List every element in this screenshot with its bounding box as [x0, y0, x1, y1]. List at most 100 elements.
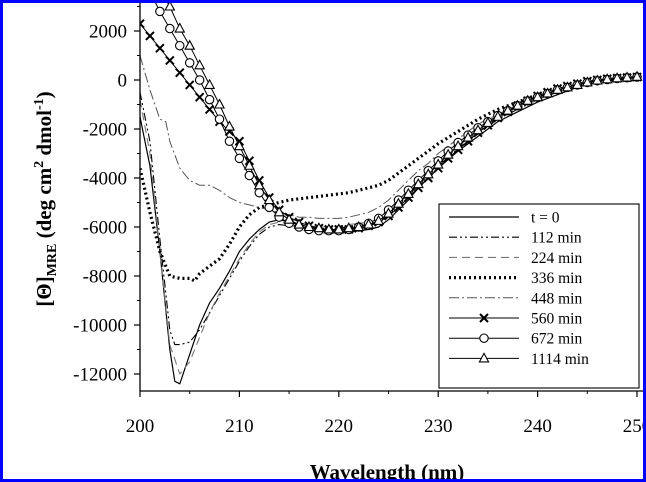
y-tick-label: -4000: [83, 169, 127, 190]
legend-label: 560 min: [531, 311, 582, 328]
legend-marker: [479, 313, 489, 323]
data-point: [542, 87, 554, 98]
legend-label: 336 min: [531, 270, 582, 287]
data-point: [244, 170, 255, 181]
data-point: [432, 158, 444, 169]
x-tick-label: 250: [623, 416, 643, 437]
data-point: [512, 99, 524, 110]
legend-box: [438, 203, 640, 389]
data-point: [343, 222, 355, 233]
data-point: [313, 222, 325, 233]
legend: t = 0 112 min 224 min 336 min 448 min 560 min…: [438, 203, 640, 389]
legend-label: 112 min: [531, 230, 582, 247]
legend-entry: 224 min: [449, 250, 582, 267]
x-axis-title: Wavelength (nm): [310, 460, 465, 479]
data-point: [164, 3, 176, 11]
data-point: [561, 81, 573, 92]
legend-label: 448 min: [531, 290, 582, 307]
data-point: [243, 159, 255, 170]
data-point: [194, 59, 206, 70]
data-point: [522, 94, 534, 105]
data-point: [234, 153, 245, 164]
data-point: [204, 94, 215, 105]
data-point: [233, 139, 245, 151]
data-point: [353, 220, 365, 232]
data-point: [263, 193, 275, 205]
data-point: [204, 78, 216, 89]
data-point: [392, 197, 404, 208]
cd-spectrum-chart: 2000 0 -2000 -4000 -6000 -8000 -10000 -12000 200…: [32, 3, 643, 479]
data-point: [224, 136, 235, 147]
legend-label: 224 min: [531, 250, 582, 267]
data-point: [140, 18, 145, 29]
y-tick-label: -2000: [83, 120, 127, 141]
data-point: [213, 98, 226, 109]
data-point: [214, 114, 225, 124]
x-tick-label: 230: [424, 416, 453, 437]
data-point: [462, 131, 474, 142]
data-point: [165, 55, 175, 66]
y-tick-label: 2000: [89, 22, 127, 43]
series-672-min: [155, 3, 642, 236]
data-point: [184, 80, 195, 90]
series-1114-min: [164, 3, 643, 234]
data-point: [194, 75, 205, 85]
y-tick-label: -8000: [83, 267, 127, 288]
data-point: [581, 76, 593, 87]
data-point: [204, 104, 215, 115]
data-point: [174, 22, 186, 33]
y-tick-label: 0: [118, 71, 128, 92]
series-line: [140, 75, 638, 283]
data-point: [363, 218, 375, 229]
data-point: [382, 207, 395, 218]
y-tick-label: -12000: [73, 365, 127, 386]
data-point: [175, 40, 185, 51]
y-tick-label: -10000: [73, 316, 127, 337]
legend-label: 1114 min: [531, 351, 589, 368]
legend-entry: 1114 min: [449, 351, 589, 368]
x-tick-label: 200: [126, 416, 155, 437]
data-point: [532, 90, 544, 102]
legend-entry: t = 0: [449, 210, 560, 227]
series-560-min: [140, 18, 642, 235]
data-point: [571, 78, 583, 89]
data-point: [165, 23, 175, 34]
data-point: [611, 72, 623, 83]
data-point: [323, 223, 335, 234]
plot-data-layer: [140, 3, 643, 385]
axis-titles: Wavelength (nm) [Θ]MRE (deg cm2 dmol-1): [32, 91, 464, 479]
data-point: [492, 110, 504, 121]
data-point: [155, 43, 165, 53]
data-point: [333, 223, 345, 234]
data-point: [631, 70, 643, 81]
x-tick-label: 210: [225, 416, 254, 437]
data-point: [452, 139, 464, 151]
legend-label: t = 0: [531, 210, 560, 227]
data-point: [621, 71, 633, 82]
legend-entry: 448 min: [449, 290, 582, 307]
data-point: [155, 6, 165, 17]
legend-entry: 560 min: [449, 311, 582, 328]
data-point: [442, 148, 454, 159]
data-point: [303, 220, 315, 232]
legend-label: 672 min: [531, 331, 582, 348]
data-point: [223, 120, 235, 131]
series-448-min: [140, 55, 638, 219]
series-line: [140, 55, 638, 219]
data-point: [601, 73, 613, 84]
series-336-min: [140, 75, 638, 283]
data-point: [402, 187, 414, 198]
data-point: [184, 58, 195, 68]
data-point: [293, 218, 305, 229]
data-point: [194, 92, 205, 102]
data-point: [145, 31, 155, 41]
data-point: [472, 124, 484, 135]
data-point: [482, 116, 494, 127]
data-point: [253, 179, 265, 190]
y-axis-title: [Θ]MRE (deg cm2 dmol-1): [32, 91, 60, 306]
data-point: [373, 214, 385, 225]
legend-entry: 112 min: [449, 230, 582, 247]
data-point: [283, 213, 295, 224]
legend-marker: [479, 333, 489, 343]
data-point: [551, 83, 564, 94]
